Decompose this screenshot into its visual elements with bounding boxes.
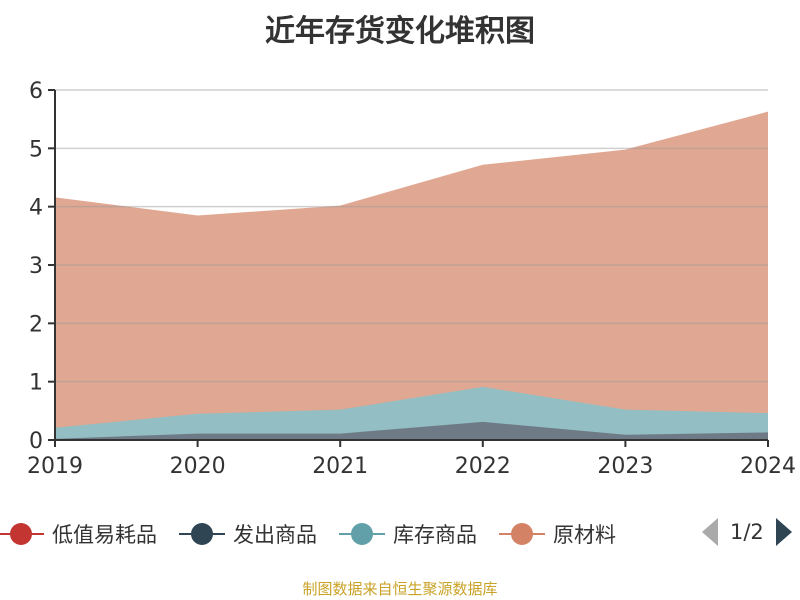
- x-tick-label: 2024: [740, 454, 796, 479]
- legend-label: 原材料: [553, 523, 616, 547]
- line-series-3: [54, 111, 769, 217]
- legend-symbol-icon: [339, 522, 385, 546]
- legend-label: 发出商品: [233, 523, 317, 547]
- legend-prev-icon[interactable]: [702, 518, 718, 546]
- legend: 低值易耗品 发出商品 库存商品 原材料: [0, 518, 690, 550]
- y-tick-label: 6: [29, 79, 43, 104]
- y-tick-label: 1: [29, 371, 43, 396]
- x-tick-label: 2020: [170, 454, 226, 479]
- legend-symbol-icon: [179, 522, 225, 546]
- source-footer: 制图数据来自恒生聚源数据库: [302, 580, 498, 598]
- area-series-1: [55, 421, 768, 440]
- x-tick-label: 2022: [455, 454, 511, 479]
- area-series-3: [55, 112, 768, 428]
- legend-symbol-icon: [499, 522, 545, 546]
- y-tick-label: 0: [29, 429, 43, 454]
- legend-symbol-icon: [0, 522, 44, 546]
- y-tick-label: 3: [29, 254, 43, 279]
- legend-item[interactable]: 发出商品: [179, 519, 317, 549]
- chart-title: 近年存货变化堆积图: [265, 14, 535, 49]
- legend-pager: 1/2: [702, 518, 792, 546]
- legend-item[interactable]: 库存商品: [339, 519, 477, 549]
- y-tick-label: 5: [29, 137, 43, 162]
- legend-item[interactable]: 原材料: [499, 519, 616, 549]
- legend-label: 库存商品: [393, 523, 477, 547]
- x-tick-label: 2019: [27, 454, 83, 479]
- legend-label: 低值易耗品: [52, 523, 157, 547]
- legend-next-icon[interactable]: [775, 518, 792, 546]
- y-tick-label: 2: [29, 312, 43, 337]
- x-tick-label: 2023: [597, 454, 653, 479]
- legend-item[interactable]: 低值易耗品: [0, 519, 157, 549]
- area-series-2: [55, 386, 768, 439]
- y-tick-label: 4: [29, 196, 43, 221]
- x-tick-label: 2021: [312, 454, 368, 479]
- legend-page: 1/2: [730, 520, 764, 544]
